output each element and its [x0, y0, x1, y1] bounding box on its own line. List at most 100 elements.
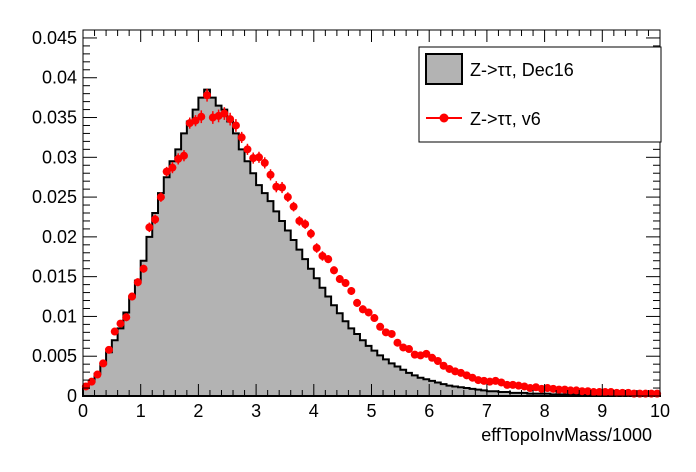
- x-tick-text: 4: [309, 401, 319, 421]
- y-tick-text: 0.01: [42, 306, 77, 326]
- data-point: [133, 278, 142, 287]
- data-point: [266, 170, 275, 179]
- axes: 0 1 2 3 4 5 6 7 8 9 10 0 0.005 0.01 0.015 0.02 0.025 0.03…: [32, 28, 670, 421]
- data-point: [104, 345, 113, 354]
- y-tick-text: 0.015: [32, 267, 77, 287]
- x-tick-text: 0: [78, 401, 88, 421]
- x-tick-label: 3: [251, 401, 261, 421]
- x-tick-text: 8: [540, 401, 550, 421]
- data-point: [618, 388, 627, 397]
- x-tick-label: 8: [540, 401, 550, 421]
- y-tick-label: 0.015: [32, 267, 77, 287]
- x-tick-label: 0: [78, 401, 88, 421]
- y-tick-text: 0.04: [42, 68, 77, 88]
- x-tick-label: 7: [482, 401, 492, 421]
- data-point: [376, 322, 385, 331]
- data-point: [139, 264, 148, 273]
- x-tick-label: 1: [136, 401, 146, 421]
- data-point: [203, 91, 212, 100]
- data-point: [231, 121, 240, 130]
- data-point: [122, 313, 131, 322]
- data-point: [422, 349, 431, 358]
- data-point: [335, 275, 344, 284]
- legend-marker-points: [439, 113, 449, 123]
- y-tick-label: 0.02: [42, 227, 77, 247]
- data-point: [289, 202, 298, 211]
- data-point: [612, 388, 621, 397]
- y-tick-label: 0: [67, 386, 77, 406]
- x-tick-text: 9: [597, 401, 607, 421]
- data-point: [347, 286, 356, 295]
- data-point: [226, 115, 235, 124]
- data-point: [237, 133, 246, 142]
- data-point: [197, 112, 206, 121]
- data-point: [393, 338, 402, 347]
- data-point: [110, 327, 119, 336]
- y-tick-text: 0.03: [42, 147, 77, 167]
- data-point: [116, 319, 125, 328]
- data-point: [99, 359, 108, 368]
- y-tick-text: 0.02: [42, 227, 77, 247]
- x-tick-label: 2: [193, 401, 203, 421]
- x-tick-label: 6: [424, 401, 434, 421]
- histogram-series-dec16: [82, 88, 661, 397]
- data-point: [168, 163, 177, 172]
- x-tick-text: 5: [366, 401, 376, 421]
- x-tick-text: 10: [650, 401, 670, 421]
- data-point: [179, 151, 188, 160]
- data-point: [433, 356, 442, 365]
- data-point: [595, 388, 604, 397]
- legend-label-hist: Z->ττ, Dec16: [470, 60, 574, 80]
- points-series-v6: [81, 88, 662, 398]
- x-tick-label: 10: [650, 401, 670, 421]
- data-point: [283, 193, 292, 202]
- x-tick-text: 3: [251, 401, 261, 421]
- data-point: [220, 109, 229, 118]
- y-tick-text: 0.045: [32, 28, 77, 48]
- data-point: [353, 298, 362, 307]
- data-point: [191, 116, 200, 125]
- data-point: [364, 308, 373, 317]
- data-point: [566, 386, 575, 395]
- data-point: [162, 167, 171, 176]
- data-point: [555, 385, 564, 394]
- data-point: [145, 223, 154, 232]
- data-point: [405, 345, 414, 354]
- y-tick-label: 0.045: [32, 28, 77, 48]
- data-point: [370, 314, 379, 323]
- data-point: [260, 158, 269, 167]
- y-tick-text: 0.025: [32, 187, 77, 207]
- y-tick-text: 0.005: [32, 346, 77, 366]
- x-axis-label: effTopoInvMass/1000: [481, 425, 652, 445]
- legend: Z->ττ, Dec16 Z->ττ, v6: [418, 46, 662, 143]
- x-tick-label: 9: [597, 401, 607, 421]
- data-point: [387, 329, 396, 338]
- legend-swatch-hist: [425, 53, 463, 85]
- y-tick-label: 0.025: [32, 187, 77, 207]
- x-tick-text: 6: [424, 401, 434, 421]
- data-point: [601, 388, 610, 397]
- data-point: [156, 193, 165, 202]
- data-point: [503, 380, 512, 389]
- data-point: [589, 388, 598, 397]
- x-tick-text: 2: [193, 401, 203, 421]
- y-tick-label: 0.005: [32, 346, 77, 366]
- plot-area: [81, 88, 662, 398]
- y-tick-label: 0.03: [42, 147, 77, 167]
- data-point: [243, 145, 252, 154]
- y-tick-text: 0: [67, 386, 77, 406]
- data-point: [306, 229, 315, 238]
- data-point: [128, 292, 137, 301]
- x-tick-text: 7: [482, 401, 492, 421]
- y-tick-label: 0.035: [32, 108, 77, 128]
- y-tick-text: 0.035: [32, 108, 77, 128]
- data-point: [329, 266, 338, 275]
- y-tick-label: 0.01: [42, 306, 77, 326]
- data-point: [312, 244, 321, 253]
- data-point: [93, 370, 102, 379]
- data-point: [578, 387, 587, 396]
- data-point: [301, 220, 310, 229]
- x-tick-text: 1: [136, 401, 146, 421]
